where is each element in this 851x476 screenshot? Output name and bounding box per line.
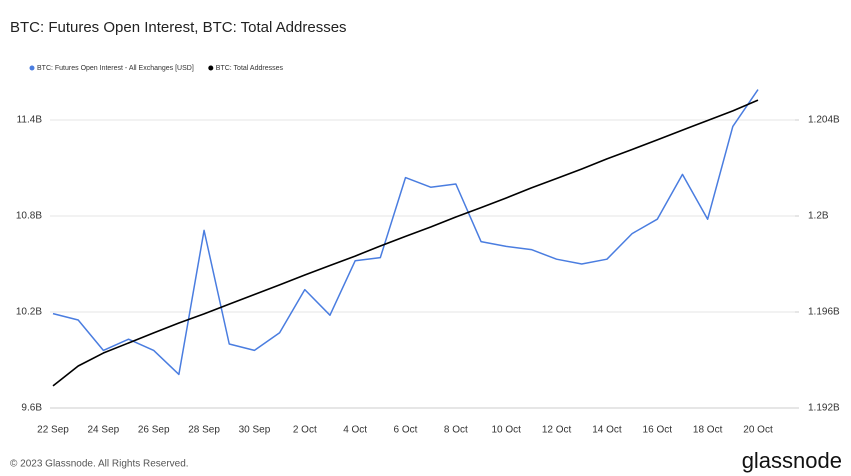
x-tick-label: 14 Oct bbox=[592, 425, 622, 436]
series-line bbox=[52, 89, 759, 376]
y-tick-label: 10.8B bbox=[16, 211, 42, 222]
y2-tick-label: 1.192B bbox=[808, 403, 840, 414]
x-tick-label: 26 Sep bbox=[138, 425, 170, 436]
x-tick-label: 2 Oct bbox=[293, 425, 317, 436]
brand: glassnode bbox=[742, 448, 842, 473]
x-tick-label: 30 Sep bbox=[239, 425, 271, 436]
x-tick-label: 6 Oct bbox=[394, 425, 418, 436]
x-tick-label: 4 Oct bbox=[343, 425, 367, 436]
legend-label: BTC: Total Addresses bbox=[216, 65, 284, 72]
footer: © 2023 Glassnode. All Rights Reserved. bbox=[10, 459, 189, 470]
x-tick-label: 28 Sep bbox=[188, 425, 220, 436]
y-tick-label: 9.6B bbox=[21, 403, 42, 414]
legend-swatch bbox=[29, 65, 35, 71]
x-tick-label: 12 Oct bbox=[542, 425, 572, 436]
y2-tick-label: 1.204B bbox=[808, 115, 840, 126]
y-tick-label: 11.4B bbox=[17, 115, 43, 126]
chart-title: BTC: Futures Open Interest, BTC: Total A… bbox=[10, 19, 347, 36]
x-tick-label: 24 Sep bbox=[88, 425, 120, 436]
x-tick-label: 22 Sep bbox=[37, 425, 69, 436]
x-tick-label: 16 Oct bbox=[643, 425, 673, 436]
legend-label: BTC: Futures Open Interest - All Exchang… bbox=[37, 65, 194, 72]
x-tick-label: 20 Oct bbox=[743, 425, 773, 436]
y-tick-label: 10.2B bbox=[16, 307, 42, 318]
y2-tick-label: 1.2B bbox=[808, 211, 829, 222]
x-tick-label: 18 Oct bbox=[693, 425, 723, 436]
series-line bbox=[52, 99, 759, 387]
x-tick-label: 8 Oct bbox=[444, 425, 468, 436]
x-tick-label: 10 Oct bbox=[491, 425, 521, 436]
legend-swatch bbox=[208, 65, 214, 71]
y2-tick-label: 1.196B bbox=[808, 307, 840, 318]
